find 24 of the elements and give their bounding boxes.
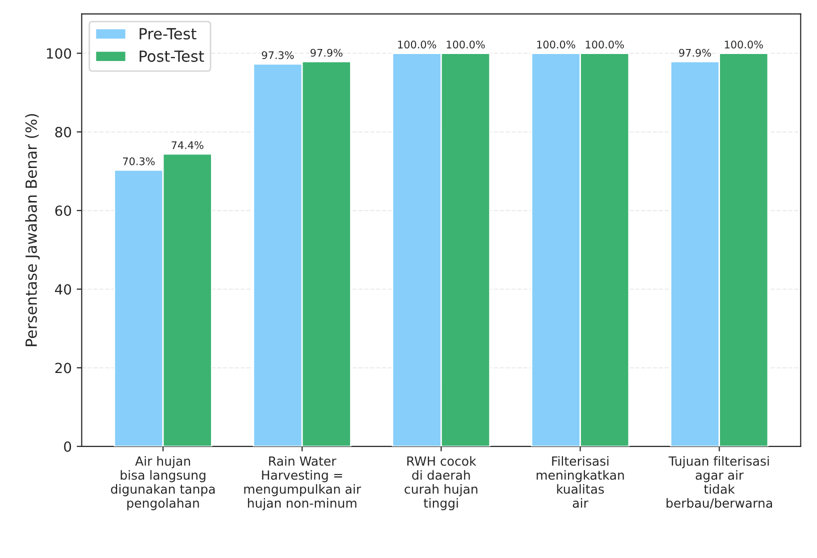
legend-label: Post-Test [140,50,204,62]
x-tick-label: Rain Water Harvesting = mengumpulkan air hujan non-minum [244,456,362,510]
y-tick-label: 80 [55,126,72,138]
x-tick-label: Filterisasi meningkatkan kualitas air [536,456,624,508]
data-label: 100.0% [537,40,576,48]
y-tick-label: 100 [46,48,72,59]
data-label: 100.0% [446,40,485,48]
y-tick-label: 20 [55,362,72,374]
data-label: 97.3% [262,51,294,60]
data-label: 70.3% [123,157,155,166]
data-label: 100.0% [724,40,763,48]
y-tick-label: 40 [54,284,72,295]
y-tick-label: 0 [64,441,72,452]
data-label: 100.0% [586,40,624,48]
data-label: 97.9% [679,48,711,57]
y-tick-label: 60 [55,205,72,216]
x-tick-label: Tujuan filterisasi agar air tidak berbau/berwarna [666,456,772,509]
x-tick-label: RWH cocok di daerah curah hujan tinggi [404,456,478,510]
data-label: 100.0% [398,40,436,48]
x-tick-label: Air hujan bisa langsung digunakan tanpa pengolahan [110,456,215,510]
legend-label: Pre-Test [140,28,196,40]
y-axis-title: Persentase Jawaban Benar (%) [25,114,40,346]
data-label: 74.4% [172,141,204,150]
data-label: 97.9% [310,48,342,57]
